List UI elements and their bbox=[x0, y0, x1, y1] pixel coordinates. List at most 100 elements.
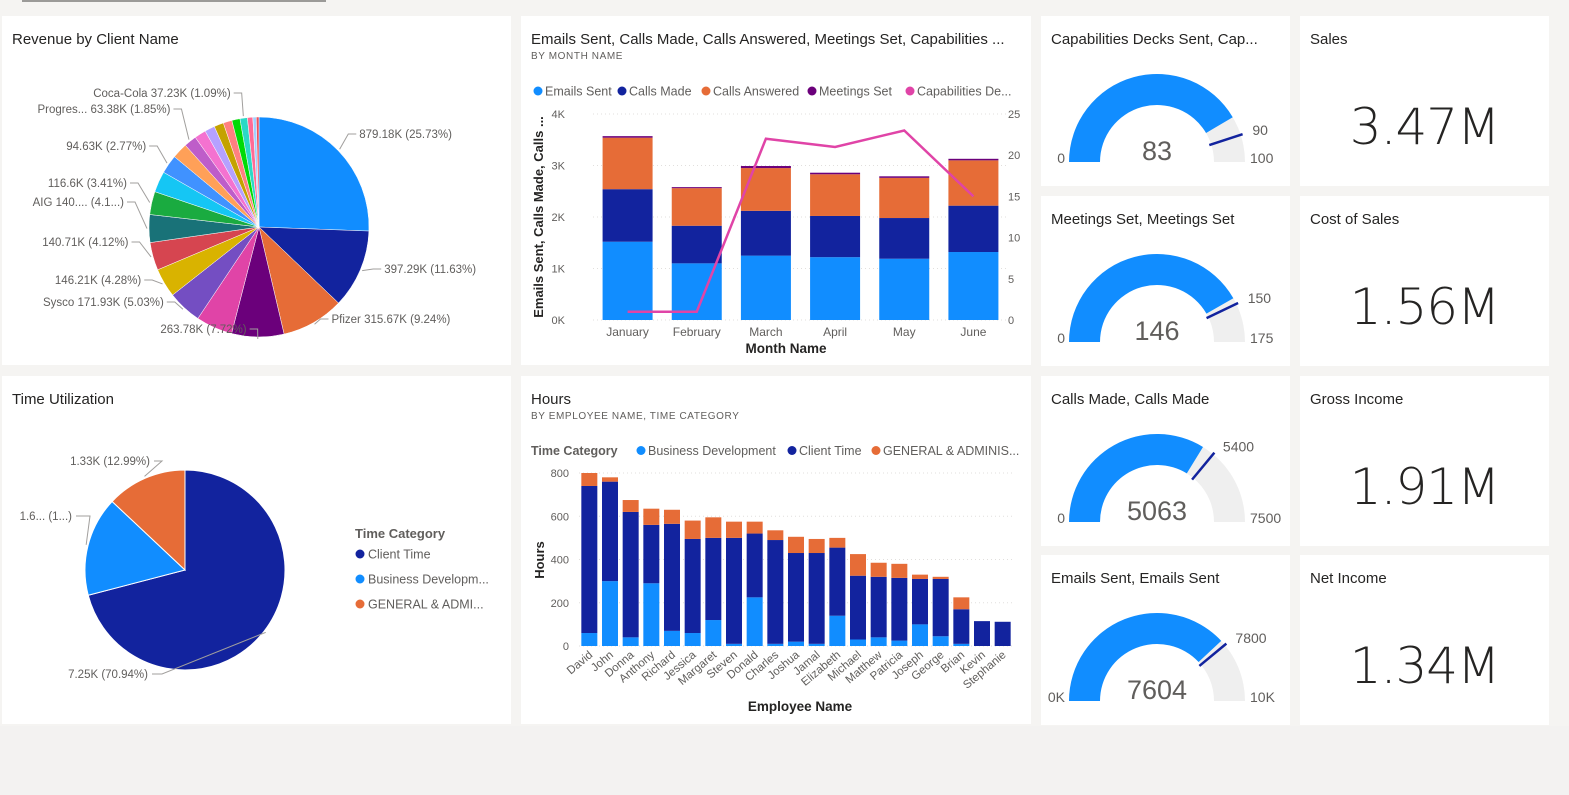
bar-segment bbox=[684, 520, 701, 539]
gauge-fill bbox=[1069, 613, 1222, 701]
card-title: Gross Income bbox=[1310, 391, 1404, 408]
y2-tick-label: 5 bbox=[1008, 274, 1014, 286]
bar-segment bbox=[912, 578, 928, 625]
y-tick-label: 3K bbox=[552, 161, 566, 173]
x-tick-label: June bbox=[960, 325, 986, 339]
data-label: 1.33K (12.99%) bbox=[70, 456, 150, 468]
bar-segment bbox=[808, 538, 825, 554]
bar-segment bbox=[810, 257, 861, 320]
gauge-target-label: 90 bbox=[1252, 122, 1268, 138]
bar-segment bbox=[671, 225, 722, 264]
bar-segment bbox=[705, 620, 722, 646]
legend-marker bbox=[355, 549, 365, 559]
gauge-max-label: 10K bbox=[1250, 689, 1276, 705]
tile-gauge-calls[interactable]: Calls Made, Calls Made 5400 5063 0 7500 bbox=[1041, 376, 1290, 546]
bar-segment bbox=[746, 597, 763, 646]
legend-marker bbox=[701, 86, 711, 96]
data-label: Progres... 63.38K (1.85%) bbox=[37, 104, 170, 116]
pie-slice bbox=[111, 469, 186, 572]
bar-segment bbox=[705, 537, 722, 621]
bar-segment bbox=[829, 537, 846, 548]
card-title: Net Income bbox=[1310, 570, 1387, 587]
y-tick-label: 4K bbox=[552, 109, 566, 121]
pie-slice bbox=[84, 500, 187, 596]
pie-slice bbox=[255, 116, 260, 228]
leader-line bbox=[233, 92, 244, 117]
bar-segment bbox=[879, 218, 930, 259]
data-label: 146.21K (4.28%) bbox=[55, 275, 141, 287]
y2-tick-label: 10 bbox=[1008, 233, 1020, 245]
card-value: 1.56M bbox=[1349, 278, 1500, 336]
gauge-max-label: 175 bbox=[1250, 330, 1274, 346]
gauge-fill bbox=[1069, 253, 1234, 342]
tile-gauge-meetings[interactable]: Meetings Set, Meetings Set 150 146 0 175 bbox=[1041, 196, 1290, 366]
tile-title: Emails Sent, Calls Made, Calls Answered,… bbox=[531, 31, 1005, 48]
tile-hours-by-employee[interactable]: Hours BY EMPLOYEE NAME, TIME CATEGORY Ti… bbox=[521, 376, 1031, 724]
bar-segment bbox=[726, 643, 742, 646]
card-gross-income[interactable]: Gross Income 1.91M bbox=[1300, 376, 1549, 546]
leader-line bbox=[144, 460, 164, 477]
leader-line bbox=[127, 201, 148, 229]
card-net-income[interactable]: Net Income 1.34M bbox=[1300, 555, 1549, 725]
bar-segment bbox=[622, 500, 639, 512]
bar-segment bbox=[622, 511, 639, 638]
y2-tick-label: 20 bbox=[1008, 150, 1020, 162]
capabilities-gauge[interactable]: 90 83 0 100 bbox=[1041, 16, 1290, 186]
card-sales[interactable]: Sales 3.47M bbox=[1300, 16, 1549, 186]
leader-line bbox=[152, 631, 266, 675]
hours-stacked-bar-chart[interactable]: Time Category Business Development Client … bbox=[521, 376, 1031, 724]
bar-segment bbox=[829, 615, 846, 646]
bar-segment bbox=[740, 166, 791, 169]
bar-segment bbox=[602, 481, 618, 582]
data-label: Sysco 171.93K (5.03%) bbox=[43, 297, 164, 309]
y-tick-label: 0K bbox=[552, 315, 566, 327]
legend-item: Capabilities De... bbox=[917, 85, 1012, 99]
revenue-pie-chart[interactable]: 879.18K (25.73%) 397.29K (11.63%) Pfizer 3… bbox=[2, 16, 511, 365]
legend-item: GENERAL & ADMINIS... bbox=[883, 444, 1019, 458]
bar-segment bbox=[948, 252, 999, 320]
bar-segment bbox=[788, 553, 804, 642]
data-label: AIG 140.... (4.1...) bbox=[33, 197, 125, 209]
legend-item: Calls Answered bbox=[713, 85, 799, 99]
x-tick-label: May bbox=[893, 325, 916, 339]
y-tick-label: 200 bbox=[551, 598, 569, 610]
emails-gauge[interactable]: 7800 7604 0K 10K bbox=[1041, 555, 1290, 725]
leader-line bbox=[166, 301, 184, 310]
card-cost-of-sales[interactable]: Cost of Sales 1.56M bbox=[1300, 196, 1549, 366]
bar-segment bbox=[912, 624, 928, 646]
canvas-footer bbox=[0, 726, 1569, 795]
legend-title: Time Category bbox=[355, 526, 446, 541]
bar-segment bbox=[953, 597, 970, 610]
gauge-value: 7604 bbox=[1127, 675, 1187, 705]
leader-line bbox=[249, 328, 259, 339]
legend-marker bbox=[355, 599, 365, 609]
legend-marker bbox=[905, 86, 915, 96]
legend-marker bbox=[355, 574, 365, 584]
legend-item: Meetings Set bbox=[819, 85, 892, 99]
data-label: Pfizer 315.67K (9.24%) bbox=[331, 314, 450, 326]
pie-slice bbox=[87, 469, 286, 671]
bar-segment bbox=[810, 172, 861, 175]
meetings-gauge[interactable]: 150 146 0 175 bbox=[1041, 196, 1290, 366]
bar-segment bbox=[581, 485, 598, 634]
x-axis-title: Employee Name bbox=[748, 699, 853, 714]
line-series bbox=[627, 129, 975, 314]
legend-marker bbox=[807, 86, 817, 96]
tile-revenue-by-client[interactable]: Revenue by Client Name 879.18K (25.73%) 3… bbox=[2, 16, 511, 365]
time-utilization-pie-chart[interactable]: 7.25K (70.94%) 1.6... (1...) 1.33K (12.99%… bbox=[2, 376, 511, 724]
gauge-max-label: 100 bbox=[1250, 150, 1274, 166]
gauge-fill bbox=[1069, 73, 1233, 162]
bar-segment bbox=[684, 633, 701, 646]
calls-gauge[interactable]: 5400 5063 0 7500 bbox=[1041, 376, 1290, 546]
tile-gauge-emails[interactable]: Emails Sent, Emails Sent 7800 7604 0K 10K bbox=[1041, 555, 1290, 725]
tile-gauge-capabilities[interactable]: Capabilities Decks Sent, Cap... 90 83 0 100 bbox=[1041, 16, 1290, 186]
bar-segment bbox=[870, 637, 887, 646]
x-axis-title: Month Name bbox=[746, 341, 827, 356]
legend-marker bbox=[636, 446, 646, 455]
activity-combo-chart[interactable]: Emails Sent Calls Made Calls Answered Meeti… bbox=[521, 16, 1031, 365]
gauge-target-label: 5400 bbox=[1223, 439, 1254, 455]
bar-segment bbox=[808, 643, 825, 646]
tile-time-utilization[interactable]: Time Utilization 7.25K (70.94%) 1.6... (1… bbox=[2, 376, 511, 724]
tile-activity-by-month[interactable]: Emails Sent, Calls Made, Calls Answered,… bbox=[521, 16, 1031, 365]
y2-tick-label: 25 bbox=[1008, 109, 1020, 121]
